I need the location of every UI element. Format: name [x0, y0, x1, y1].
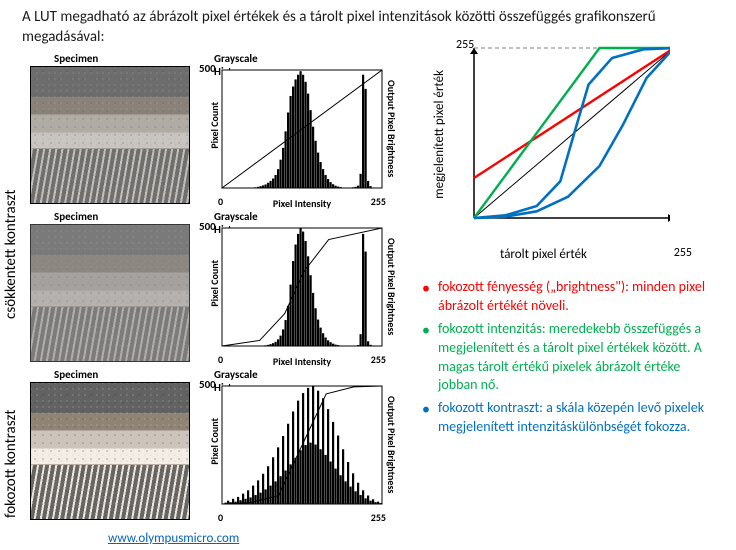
x-0: 0 [218, 511, 223, 524]
bullet-item: fokozott kontraszt: a skála közepén levő… [420, 399, 720, 437]
output-brightness-label: Output Pixel Brightness [385, 396, 398, 493]
lut-y-label: megjelenített pixel érték [432, 70, 447, 199]
lut-255-x: 255 [674, 246, 692, 260]
pixel-count-label: Pixel Count [208, 102, 221, 149]
lut-x-label: tárolt pixel érték [500, 247, 587, 262]
bullet-item: fokozott intenzitás: meredekebb összefüg… [420, 320, 720, 396]
lut-255-y: 255 [456, 38, 474, 52]
bullet-item: fokozott fényesség („brightness"): minde… [420, 278, 720, 316]
specimen-image-3 [30, 382, 190, 520]
vlabel-reduced-contrast: csökkentett kontraszt [2, 164, 20, 344]
x-255: 255 [371, 511, 386, 524]
specimen-image-1 [30, 66, 190, 204]
output-brightness-label: Output Pixel Brightness [385, 80, 398, 177]
specimen-image-2 [30, 224, 190, 362]
histogram-3: Pixel Count Output Pixel Brightness 0 25… [218, 382, 386, 510]
histogram-1: Pixel Count Output Pixel Brightness 0 25… [218, 66, 386, 194]
pixel-intensity-label: Pixel Intensity [218, 197, 386, 210]
lut-graph: megjelenített pixel érték tárolt pixel é… [450, 42, 690, 242]
left-column: csökkentett kontraszt fokozott kontraszt… [8, 54, 384, 534]
pixel-count-label: Pixel Count [208, 260, 221, 307]
bullet-list: fokozott fényesség („brightness"): minde… [420, 278, 720, 441]
output-brightness-label: Output Pixel Brightness [385, 238, 398, 335]
source-link[interactable]: www.olympusmicro.com [108, 531, 239, 546]
vlabel-increased-contrast: fokozott kontraszt [2, 384, 20, 544]
pixel-intensity-label: Pixel Intensity [218, 355, 386, 368]
histogram-2: Pixel Count Output Pixel Brightness 0 25… [218, 224, 386, 352]
pixel-count-label: Pixel Count [208, 418, 221, 465]
